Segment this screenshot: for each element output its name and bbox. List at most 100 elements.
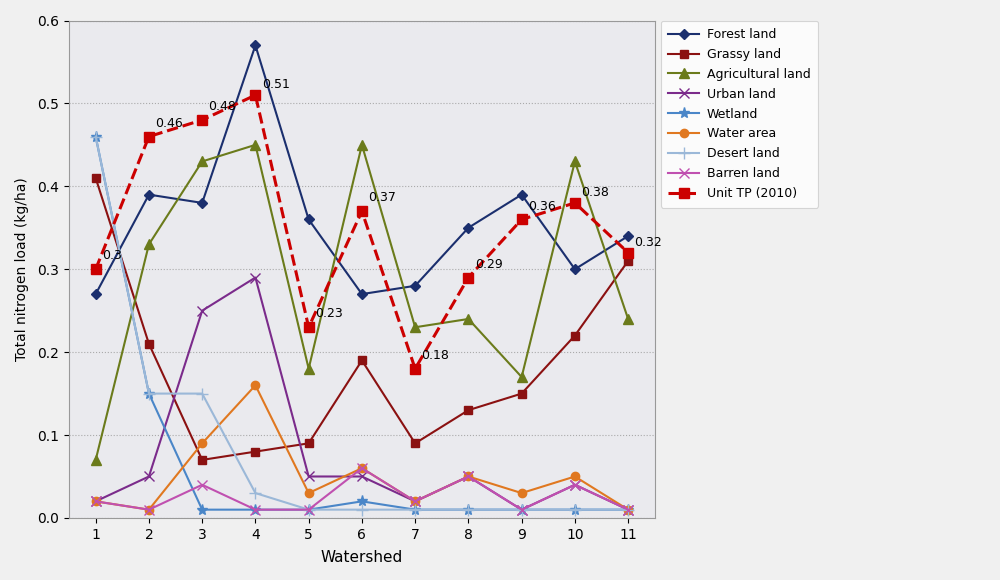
Urban land [356,473,368,480]
Urban land [303,473,315,480]
Line: Agricultural land: Agricultural land [91,140,633,465]
Unit TP (2010) [90,266,102,273]
Grassy land [569,332,581,339]
Barren land [90,498,102,505]
Urban land [90,498,102,505]
Desert land [143,390,155,397]
Unit TP (2010) [143,133,155,140]
Line: Barren land: Barren land [91,463,633,514]
Urban land [143,473,155,480]
Grassy land [356,357,368,364]
Unit TP (2010) [516,216,528,223]
Forest land [196,200,208,206]
Wetland [196,506,208,513]
Y-axis label: Total nitrogen load (kg/ha): Total nitrogen load (kg/ha) [15,177,29,361]
Agricultural land [143,241,155,248]
Barren land [462,473,474,480]
Forest land [409,282,421,289]
Forest land [569,266,581,273]
Urban land [516,506,528,513]
Forest land [249,42,261,49]
Text: 0.36: 0.36 [528,200,556,212]
Barren land [196,481,208,488]
Text: 0.32: 0.32 [635,236,662,249]
Grassy land [90,175,102,182]
Wetland [569,506,581,513]
Wetland [409,506,421,513]
Line: Water area: Water area [92,381,632,514]
Water area [356,465,368,472]
Grassy land [622,258,634,264]
Water area [90,498,102,505]
Line: Urban land: Urban land [91,273,633,514]
Wetland [303,506,315,513]
Agricultural land [462,316,474,322]
Forest land [516,191,528,198]
Agricultural land [516,374,528,380]
Agricultural land [569,158,581,165]
Line: Forest land: Forest land [92,42,632,298]
Barren land [569,481,581,488]
Text: 0.3: 0.3 [102,249,122,262]
Grassy land [143,340,155,347]
Agricultural land [409,324,421,331]
Line: Desert land: Desert land [90,131,634,515]
Barren land [356,465,368,472]
Unit TP (2010) [569,200,581,206]
Grassy land [249,448,261,455]
Urban land [196,307,208,314]
Water area [143,506,155,513]
Barren land [143,506,155,513]
Agricultural land [249,142,261,148]
Urban land [462,473,474,480]
Grassy land [409,440,421,447]
Barren land [303,506,315,513]
Unit TP (2010) [249,92,261,99]
Legend: Forest land, Grassy land, Agricultural land, Urban land, Wetland, Water area, De: Forest land, Grassy land, Agricultural l… [661,20,818,208]
Agricultural land [356,142,368,148]
Agricultural land [303,365,315,372]
Water area [409,498,421,505]
Barren land [516,506,528,513]
Text: 0.29: 0.29 [475,258,503,270]
Text: 0.37: 0.37 [368,191,396,204]
Urban land [569,481,581,488]
Barren land [249,506,261,513]
Grassy land [516,390,528,397]
Agricultural land [90,456,102,463]
Line: Wetland: Wetland [90,131,634,515]
Desert land [303,506,315,513]
Wetland [462,506,474,513]
Agricultural land [196,158,208,165]
Water area [303,490,315,496]
Text: 0.18: 0.18 [422,349,449,362]
Text: 0.38: 0.38 [581,186,609,200]
Barren land [409,498,421,505]
Desert land [516,506,528,513]
Unit TP (2010) [622,249,634,256]
Line: Grassy land: Grassy land [92,174,632,464]
Forest land [90,291,102,298]
Desert land [569,506,581,513]
Wetland [90,133,102,140]
Unit TP (2010) [196,117,208,124]
Desert land [462,506,474,513]
Forest land [356,291,368,298]
Desert land [356,506,368,513]
Water area [622,506,634,513]
Urban land [409,498,421,505]
Wetland [622,506,634,513]
Text: 0.23: 0.23 [315,307,343,320]
Grassy land [303,440,315,447]
Desert land [622,506,634,513]
Unit TP (2010) [356,208,368,215]
Unit TP (2010) [462,274,474,281]
Wetland [143,390,155,397]
Forest land [303,216,315,223]
Forest land [143,191,155,198]
Urban land [249,274,261,281]
Unit TP (2010) [409,365,421,372]
Desert land [249,490,261,496]
Grassy land [462,407,474,414]
Desert land [90,133,102,140]
